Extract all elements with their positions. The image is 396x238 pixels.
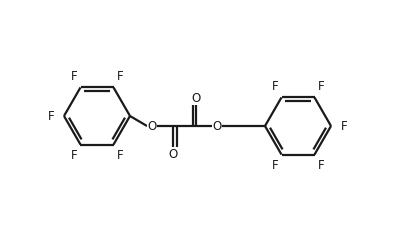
Text: F: F xyxy=(48,109,54,123)
Text: O: O xyxy=(212,119,222,133)
Text: F: F xyxy=(341,119,347,133)
Text: F: F xyxy=(318,80,324,93)
Text: F: F xyxy=(71,70,77,83)
Text: O: O xyxy=(168,148,178,160)
Text: F: F xyxy=(318,159,324,172)
Text: F: F xyxy=(272,80,278,93)
Text: F: F xyxy=(272,159,278,172)
Text: O: O xyxy=(191,91,201,104)
Text: F: F xyxy=(71,149,77,162)
Text: F: F xyxy=(117,149,123,162)
Text: O: O xyxy=(147,119,157,133)
Text: F: F xyxy=(117,70,123,83)
